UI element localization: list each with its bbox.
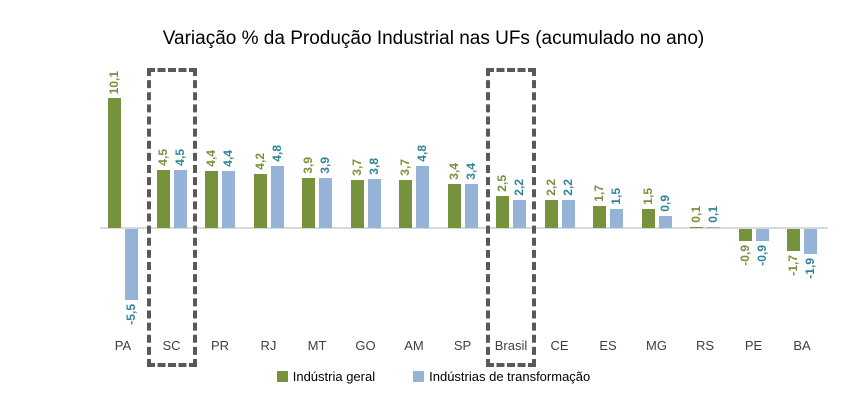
- bar-sp-series0: [447, 184, 461, 228]
- chart-title: Variação % da Produção Industrial nas UF…: [162, 28, 705, 49]
- legend-swatch-industria-geral-icon: [276, 371, 288, 382]
- highlight-box-sc: [146, 68, 197, 367]
- value-label-pr-series1: 4,4: [221, 150, 235, 167]
- bar-sc-series0: [156, 170, 170, 228]
- value-label-go-series1: 3,8: [366, 158, 381, 175]
- category-label-pa: PA: [114, 338, 132, 353]
- value-label-rj-series0: 4,2: [252, 153, 267, 170]
- bar-am-series1: [416, 166, 429, 228]
- bar-brasil-series1: [513, 200, 526, 228]
- bar-pe-series0: [738, 229, 752, 241]
- legend-swatch-industrias-de-transformacao-icon: [413, 371, 425, 382]
- bar-go-series0: [350, 180, 364, 228]
- value-label-pe-series1: -0,9: [754, 245, 769, 266]
- value-label-ce-series0: 2,2: [543, 179, 558, 196]
- value-label-pr-series0: 4,4: [204, 150, 218, 167]
- bar-pe-series1: [755, 229, 769, 241]
- legend-label-industria-geral: Indústria geral: [292, 369, 376, 384]
- bar-mt-series1: [319, 178, 332, 228]
- value-label-ba-series1: -1,9: [803, 258, 817, 279]
- value-label-pa-series1: -5,5: [124, 304, 138, 325]
- value-label-ce-series1: 2,2: [560, 179, 575, 196]
- category-label-rj: RJ: [260, 338, 277, 353]
- legend-item-industria-geral: Indústria geral: [276, 369, 376, 384]
- bar-mg-series1: [658, 216, 672, 228]
- bar-es-series0: [593, 206, 606, 228]
- bar-go-series1: [367, 179, 381, 228]
- category-label-rs: RS: [695, 338, 715, 353]
- bar-es-series1: [610, 209, 623, 228]
- bar-rs-series1: [707, 227, 720, 228]
- value-label-pa-series0: 10,1: [107, 70, 121, 94]
- category-label-mt: MT: [307, 338, 327, 353]
- value-label-go-series0: 3,7: [349, 159, 364, 176]
- category-label-mg: MG: [646, 338, 667, 353]
- legend-item-industrias-de-transformacao: Indústrias de transformação: [413, 369, 590, 384]
- bar-mt-series0: [302, 178, 315, 228]
- category-label-ba: BA: [793, 338, 811, 353]
- bar-ba-series0: [787, 229, 800, 251]
- value-label-rs-series0: 0,1: [689, 206, 703, 223]
- value-label-mt-series1: 3,9: [318, 157, 332, 174]
- value-label-pe-series0: -0,9: [737, 245, 752, 266]
- highlight-box-brasil: [486, 68, 536, 367]
- value-label-sp-series1: 3,4: [463, 163, 478, 180]
- value-label-am-series1: 4,8: [415, 145, 429, 162]
- category-label-sc: SC: [162, 338, 181, 353]
- category-label-ce: CE: [550, 338, 569, 353]
- category-label-sp: SP: [453, 338, 472, 353]
- category-label-brasil: Brasil: [494, 338, 528, 353]
- value-label-es-series0: 1,7: [592, 185, 606, 202]
- bar-mg-series0: [641, 209, 655, 228]
- value-label-mt-series0: 3,9: [301, 157, 315, 174]
- category-label-pe: PE: [744, 338, 763, 353]
- category-label-pr: PR: [210, 338, 230, 353]
- bar-pa-series0: [108, 98, 121, 228]
- bar-pr-series1: [222, 171, 235, 228]
- bar-rj-series1: [270, 166, 284, 228]
- value-label-es-series1: 1,5: [609, 188, 623, 205]
- value-label-rs-series1: 0,1: [706, 206, 720, 223]
- bar-rs-series0: [690, 227, 703, 228]
- bar-brasil-series0: [496, 196, 509, 228]
- value-label-sp-series0: 3,4: [446, 163, 461, 180]
- value-label-rj-series1: 4,8: [269, 145, 284, 162]
- value-label-mg-series1: 0,9: [657, 195, 672, 212]
- bar-ba-series1: [804, 229, 817, 254]
- bar-ce-series1: [561, 200, 575, 228]
- legend: Indústria geral Indústrias de transforma…: [0, 369, 867, 384]
- bar-ce-series0: [544, 200, 558, 228]
- value-label-mg-series0: 1,5: [640, 188, 655, 205]
- value-label-am-series0: 3,7: [398, 159, 412, 176]
- value-label-ba-series0: -1,7: [786, 255, 800, 276]
- bar-am-series0: [399, 180, 412, 228]
- category-label-am: AM: [404, 338, 424, 353]
- category-label-es: ES: [599, 338, 617, 353]
- category-label-go: GO: [355, 338, 376, 353]
- zero-axis-line: [100, 227, 828, 229]
- bar-rj-series0: [253, 174, 267, 228]
- bar-pr-series0: [205, 171, 218, 228]
- legend-label-industrias-de-transformacao: Indústrias de transformação: [429, 369, 591, 384]
- bar-sc-series1: [173, 170, 187, 228]
- bar-pa-series1: [125, 229, 138, 300]
- bar-sp-series1: [464, 184, 478, 228]
